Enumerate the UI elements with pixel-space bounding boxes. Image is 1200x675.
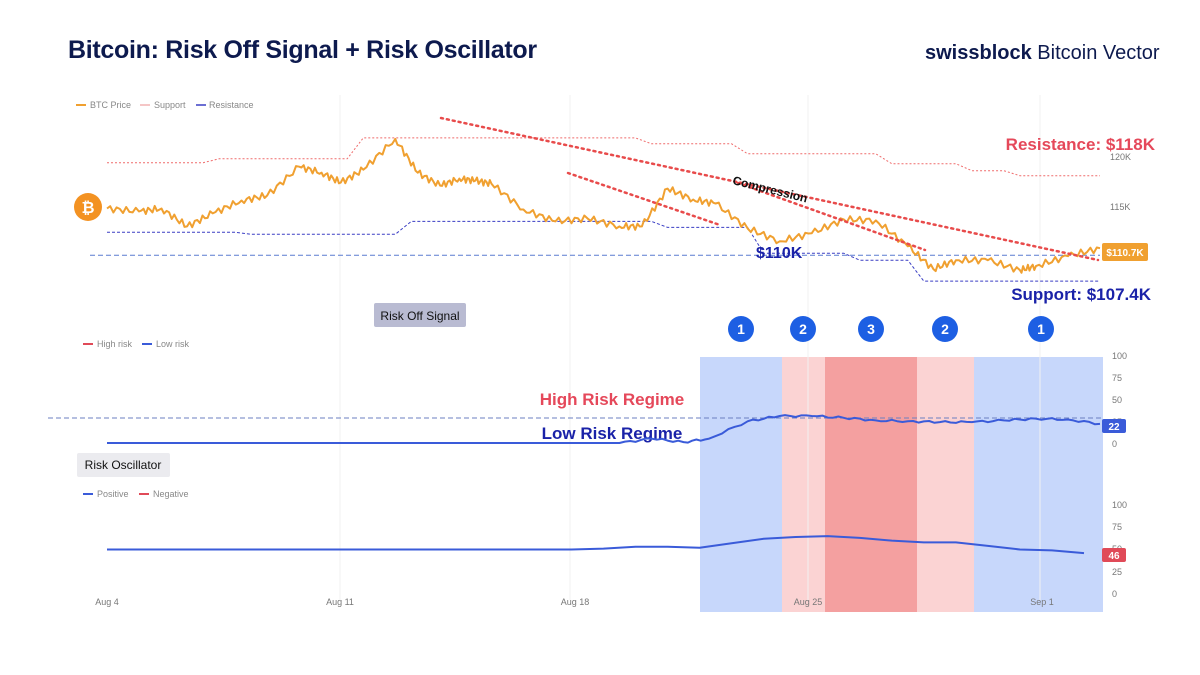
price-legend: BTC Price Support Resistance [76,100,254,110]
xtick-aug25: Aug 25 [794,597,823,607]
svg-text:100: 100 [1112,500,1127,510]
x-axis: Aug 4 Aug 11 Aug 18 Aug 25 Sep 1 [95,597,1054,607]
page-title: Bitcoin: Risk Off Signal + Risk Oscillat… [68,36,537,64]
xtick-aug11: Aug 11 [326,597,354,607]
osc-last-badge: 46 [1102,548,1126,562]
svg-text:₿: ₿ [81,199,94,217]
risk-off-signal-tag: Risk Off Signal [374,303,466,327]
regime-band-2b [917,357,974,612]
svg-text:Risk Off Signal: Risk Off Signal [380,309,459,323]
legend-resistance: Resistance [209,100,254,110]
phase-2a: 2 [799,321,807,337]
legend-high-risk: High risk [97,339,133,349]
phase-2b: 2 [941,321,949,337]
level-110k-label: $110K [756,245,803,262]
support-line [107,220,1100,282]
regime-bands [700,357,1103,612]
svg-text:46: 46 [1108,551,1120,562]
phase-1b: 1 [1037,321,1045,337]
resistance-line [107,137,1100,177]
legend-low-risk: Low risk [156,339,190,349]
risk-legend: High risk Low risk [83,339,190,349]
price-ytick-120k: 120K [1110,152,1131,162]
regime-band-2 [782,357,825,612]
risk-off-signal-line [107,414,1101,444]
svg-text:$110.7K: $110.7K [1106,248,1144,259]
svg-text:Risk Oscillator: Risk Oscillator [85,458,162,472]
support-label: Support: $107.4K [1011,285,1152,304]
btc-price-line [106,137,1101,274]
legend-support: Support [154,100,186,110]
legend-positive: Positive [97,489,129,499]
svg-text:22: 22 [1108,422,1120,433]
trendline-compression [736,181,927,252]
svg-text:0: 0 [1112,589,1117,599]
legend-negative: Negative [153,489,189,499]
svg-text:25: 25 [1112,567,1122,577]
risk-oscillator-tag: Risk Oscillator [77,453,170,477]
compression-label: Compression [731,173,809,205]
resistance-label: Resistance: $118K [1006,135,1156,154]
legend-btc-price: BTC Price [90,100,131,110]
xtick-aug18: Aug 18 [561,597,590,607]
price-ytick-115k: 115K [1110,202,1130,212]
phase-markers: 1 2 3 2 1 [728,316,1054,342]
last-price-badge: $110.7K [1102,243,1148,261]
xtick-aug4: Aug 4 [95,597,119,607]
risk-last-badge: 22 [1102,419,1126,433]
vertical-grid [339,95,1041,600]
regime-band-1 [700,357,782,612]
regime-band-1b [974,357,1103,612]
brand-logo: swissblock Bitcoin Vector [925,42,1160,65]
trendline-long [439,116,1100,262]
xtick-sep1: Sep 1 [1030,597,1054,607]
regime-band-3 [825,357,917,612]
trendlines [439,116,1100,262]
svg-text:0: 0 [1112,439,1117,449]
phase-3: 3 [867,321,875,337]
phase-1a: 1 [737,321,745,337]
risk-oscillator-line [107,535,1085,555]
svg-text:50: 50 [1112,395,1122,405]
risk-yticks: 100 75 50 25 0 [1112,351,1127,449]
svg-text:75: 75 [1112,522,1122,532]
osc-legend: Positive Negative [83,489,189,499]
low-risk-regime-label: Low Risk Regime [542,424,683,443]
bitcoin-icon: ₿ [74,193,102,221]
trendline-mid [566,171,722,227]
brand-product: Bitcoin Vector [1037,42,1160,64]
brand-name: swissblock [925,42,1032,64]
svg-text:100: 100 [1112,351,1127,361]
high-risk-regime-label: High Risk Regime [540,390,685,409]
svg-text:75: 75 [1112,373,1122,383]
